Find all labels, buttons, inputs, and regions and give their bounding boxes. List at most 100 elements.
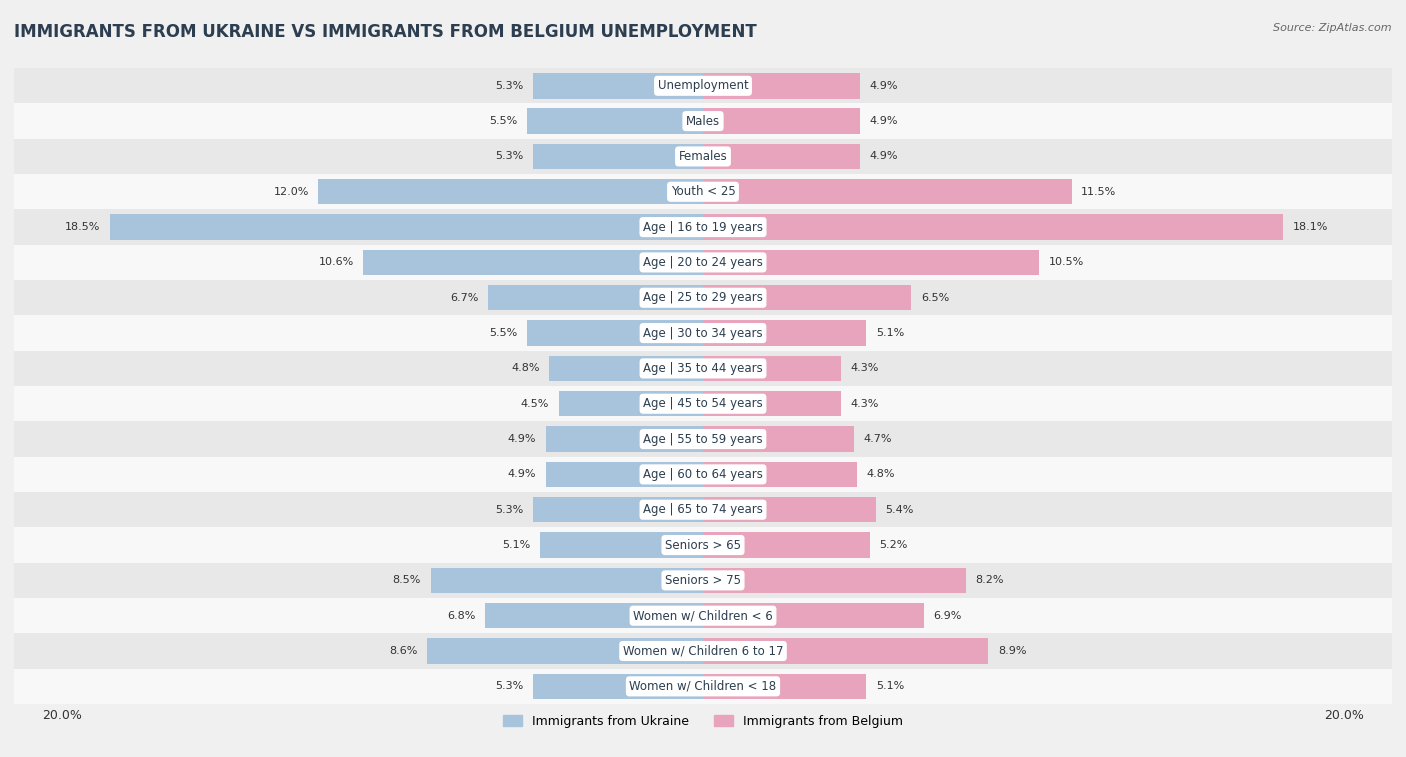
Text: 5.4%: 5.4% [886, 505, 914, 515]
Text: 6.8%: 6.8% [447, 611, 475, 621]
Bar [0, 139, 1406, 174]
Text: 10.5%: 10.5% [1049, 257, 1084, 267]
Text: 5.3%: 5.3% [495, 505, 523, 515]
Text: Age | 16 to 19 years: Age | 16 to 19 years [643, 220, 763, 234]
Text: 5.3%: 5.3% [495, 81, 523, 91]
Bar [0, 316, 1406, 350]
Text: Age | 65 to 74 years: Age | 65 to 74 years [643, 503, 763, 516]
Bar [703, 250, 1039, 275]
Text: 4.9%: 4.9% [508, 434, 536, 444]
Bar [0, 280, 1406, 316]
Text: Unemployment: Unemployment [658, 79, 748, 92]
Text: 4.9%: 4.9% [870, 116, 898, 126]
Text: 5.1%: 5.1% [502, 540, 530, 550]
Bar [558, 391, 703, 416]
Text: Age | 35 to 44 years: Age | 35 to 44 years [643, 362, 763, 375]
Bar [430, 568, 703, 593]
Bar [485, 603, 703, 628]
Bar [0, 634, 1406, 668]
Bar [703, 179, 1071, 204]
Bar [703, 144, 860, 169]
Bar [703, 497, 876, 522]
Bar [703, 638, 988, 664]
Bar [703, 214, 1284, 240]
Bar [546, 462, 703, 487]
Text: Source: ZipAtlas.com: Source: ZipAtlas.com [1274, 23, 1392, 33]
Bar [703, 603, 924, 628]
Text: 5.3%: 5.3% [495, 681, 523, 691]
Text: 4.3%: 4.3% [851, 399, 879, 409]
Bar [703, 462, 856, 487]
Bar [703, 356, 841, 381]
Text: Age | 20 to 24 years: Age | 20 to 24 years [643, 256, 763, 269]
Bar [0, 668, 1406, 704]
Bar [703, 320, 866, 346]
Text: Males: Males [686, 114, 720, 128]
Text: 8.2%: 8.2% [976, 575, 1004, 585]
Bar [703, 391, 841, 416]
Bar [703, 674, 866, 699]
Bar [0, 386, 1406, 422]
Bar [0, 174, 1406, 210]
Bar [110, 214, 703, 240]
Bar [533, 674, 703, 699]
Bar [703, 568, 966, 593]
Text: 5.5%: 5.5% [489, 328, 517, 338]
Text: Age | 30 to 34 years: Age | 30 to 34 years [643, 326, 763, 340]
Text: 10.6%: 10.6% [319, 257, 354, 267]
Bar [540, 532, 703, 558]
Text: Youth < 25: Youth < 25 [671, 185, 735, 198]
Bar [533, 497, 703, 522]
Bar [363, 250, 703, 275]
Bar [0, 245, 1406, 280]
Legend: Immigrants from Ukraine, Immigrants from Belgium: Immigrants from Ukraine, Immigrants from… [498, 710, 908, 733]
Bar [0, 68, 1406, 104]
Bar [550, 356, 703, 381]
Text: Age | 55 to 59 years: Age | 55 to 59 years [643, 432, 763, 446]
Text: Women w/ Children < 6: Women w/ Children < 6 [633, 609, 773, 622]
Bar [703, 532, 870, 558]
Bar [0, 104, 1406, 139]
Text: 12.0%: 12.0% [274, 187, 309, 197]
Text: 5.1%: 5.1% [876, 681, 904, 691]
Text: Age | 60 to 64 years: Age | 60 to 64 years [643, 468, 763, 481]
Bar [0, 350, 1406, 386]
Text: 4.9%: 4.9% [870, 151, 898, 161]
Text: Females: Females [679, 150, 727, 163]
Bar [527, 108, 703, 134]
Text: 18.1%: 18.1% [1292, 222, 1329, 232]
Bar [703, 73, 860, 98]
Text: Women w/ Children < 18: Women w/ Children < 18 [630, 680, 776, 693]
Bar [0, 528, 1406, 562]
Bar [703, 426, 853, 452]
Bar [546, 426, 703, 452]
Bar [0, 598, 1406, 634]
Bar [533, 73, 703, 98]
Text: 4.9%: 4.9% [870, 81, 898, 91]
Bar [0, 492, 1406, 528]
Bar [0, 562, 1406, 598]
Bar [703, 108, 860, 134]
Bar [0, 456, 1406, 492]
Bar [0, 422, 1406, 456]
Text: Seniors > 65: Seniors > 65 [665, 538, 741, 552]
Text: Women w/ Children 6 to 17: Women w/ Children 6 to 17 [623, 644, 783, 658]
Bar [703, 285, 911, 310]
Text: 6.5%: 6.5% [921, 293, 949, 303]
Bar [527, 320, 703, 346]
Text: 8.9%: 8.9% [998, 646, 1026, 656]
Text: 4.3%: 4.3% [851, 363, 879, 373]
Text: 4.5%: 4.5% [520, 399, 550, 409]
Text: Age | 45 to 54 years: Age | 45 to 54 years [643, 397, 763, 410]
Text: 8.6%: 8.6% [389, 646, 418, 656]
Bar [427, 638, 703, 664]
Text: 8.5%: 8.5% [392, 575, 420, 585]
Text: 4.9%: 4.9% [508, 469, 536, 479]
Text: 5.5%: 5.5% [489, 116, 517, 126]
Text: 18.5%: 18.5% [65, 222, 101, 232]
Text: 6.7%: 6.7% [450, 293, 478, 303]
Text: IMMIGRANTS FROM UKRAINE VS IMMIGRANTS FROM BELGIUM UNEMPLOYMENT: IMMIGRANTS FROM UKRAINE VS IMMIGRANTS FR… [14, 23, 756, 41]
Text: Age | 25 to 29 years: Age | 25 to 29 years [643, 291, 763, 304]
Bar [533, 144, 703, 169]
Text: 4.8%: 4.8% [866, 469, 896, 479]
